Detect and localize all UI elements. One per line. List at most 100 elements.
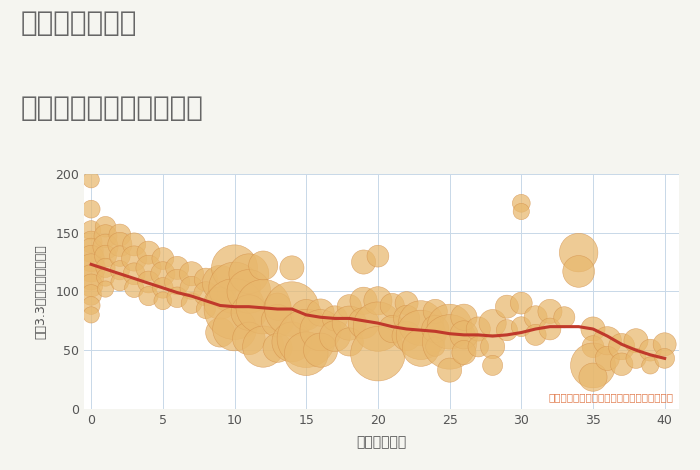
Point xyxy=(229,306,240,313)
Point xyxy=(129,241,140,248)
Point xyxy=(329,332,340,340)
Point xyxy=(258,262,269,269)
Point xyxy=(602,354,613,362)
Point xyxy=(85,227,97,234)
Point xyxy=(559,313,570,321)
Point xyxy=(85,176,97,183)
Point xyxy=(158,284,169,291)
Point xyxy=(487,320,498,327)
Point xyxy=(645,362,656,369)
Point xyxy=(372,323,384,330)
Text: 円の大きさは、取引のあった物件面積を示す: 円の大きさは、取引のあった物件面積を示す xyxy=(548,392,673,402)
Point xyxy=(143,264,154,272)
Point xyxy=(616,360,627,368)
Point xyxy=(129,284,140,291)
Point xyxy=(244,270,255,277)
Point xyxy=(372,297,384,305)
Text: 愛知県大府市の: 愛知県大府市の xyxy=(21,9,137,38)
Point xyxy=(215,299,226,307)
Point xyxy=(158,270,169,277)
Point xyxy=(158,297,169,305)
Point xyxy=(300,311,312,319)
Point xyxy=(229,284,240,291)
Point xyxy=(100,264,111,272)
Point xyxy=(215,329,226,337)
Point xyxy=(244,335,255,342)
Point xyxy=(344,338,355,346)
Point xyxy=(358,258,369,266)
Point xyxy=(258,303,269,310)
Point xyxy=(458,313,470,321)
Point xyxy=(200,306,211,313)
Point xyxy=(430,325,441,333)
Point xyxy=(430,307,441,315)
Point xyxy=(85,311,97,319)
Point xyxy=(631,354,642,362)
X-axis label: 築年数（年）: 築年数（年） xyxy=(356,435,407,449)
Point xyxy=(430,343,441,351)
Point xyxy=(415,331,426,338)
Point xyxy=(85,246,97,254)
Text: 築年数別中古戸建て価格: 築年数別中古戸建て価格 xyxy=(21,94,204,122)
Point xyxy=(473,325,484,333)
Point xyxy=(85,274,97,281)
Point xyxy=(100,243,111,251)
Point xyxy=(200,276,211,283)
Point xyxy=(215,279,226,287)
Point xyxy=(587,343,598,351)
Point xyxy=(100,252,111,260)
Point xyxy=(300,335,312,342)
Point xyxy=(401,315,412,322)
Point xyxy=(516,323,527,330)
Point xyxy=(85,238,97,246)
Point xyxy=(114,241,125,248)
Point xyxy=(545,307,556,315)
Point xyxy=(286,306,297,313)
Point xyxy=(129,255,140,262)
Point xyxy=(401,332,412,340)
Point xyxy=(286,264,297,272)
Point xyxy=(587,325,598,333)
Point xyxy=(315,309,326,316)
Point xyxy=(587,362,598,369)
Point xyxy=(358,320,369,327)
Point xyxy=(300,350,312,357)
Point xyxy=(272,344,284,352)
Point xyxy=(587,373,598,381)
Point xyxy=(516,199,527,207)
Point xyxy=(444,323,455,330)
Point xyxy=(659,354,671,362)
Point xyxy=(272,317,284,324)
Point xyxy=(645,346,656,354)
Point xyxy=(501,303,512,310)
Point xyxy=(501,326,512,334)
Point xyxy=(143,249,154,256)
Point xyxy=(415,344,426,352)
Point xyxy=(85,255,97,262)
Point xyxy=(473,343,484,351)
Point xyxy=(444,367,455,374)
Point xyxy=(172,293,183,301)
Point xyxy=(85,205,97,213)
Point xyxy=(616,343,627,351)
Point xyxy=(244,288,255,295)
Point xyxy=(229,264,240,272)
Point xyxy=(158,255,169,262)
Point xyxy=(372,350,384,357)
Point xyxy=(244,309,255,316)
Y-axis label: 坪（3.3㎡）単価（万円）: 坪（3.3㎡）単価（万円） xyxy=(34,244,47,339)
Point xyxy=(487,343,498,351)
Point xyxy=(487,362,498,369)
Point xyxy=(315,326,326,334)
Point xyxy=(143,278,154,286)
Point xyxy=(114,231,125,239)
Point xyxy=(85,302,97,309)
Point xyxy=(545,325,556,333)
Point xyxy=(229,325,240,333)
Point xyxy=(272,303,284,310)
Point xyxy=(516,299,527,307)
Point xyxy=(530,331,541,338)
Point xyxy=(631,337,642,345)
Point xyxy=(114,278,125,286)
Point xyxy=(172,278,183,286)
